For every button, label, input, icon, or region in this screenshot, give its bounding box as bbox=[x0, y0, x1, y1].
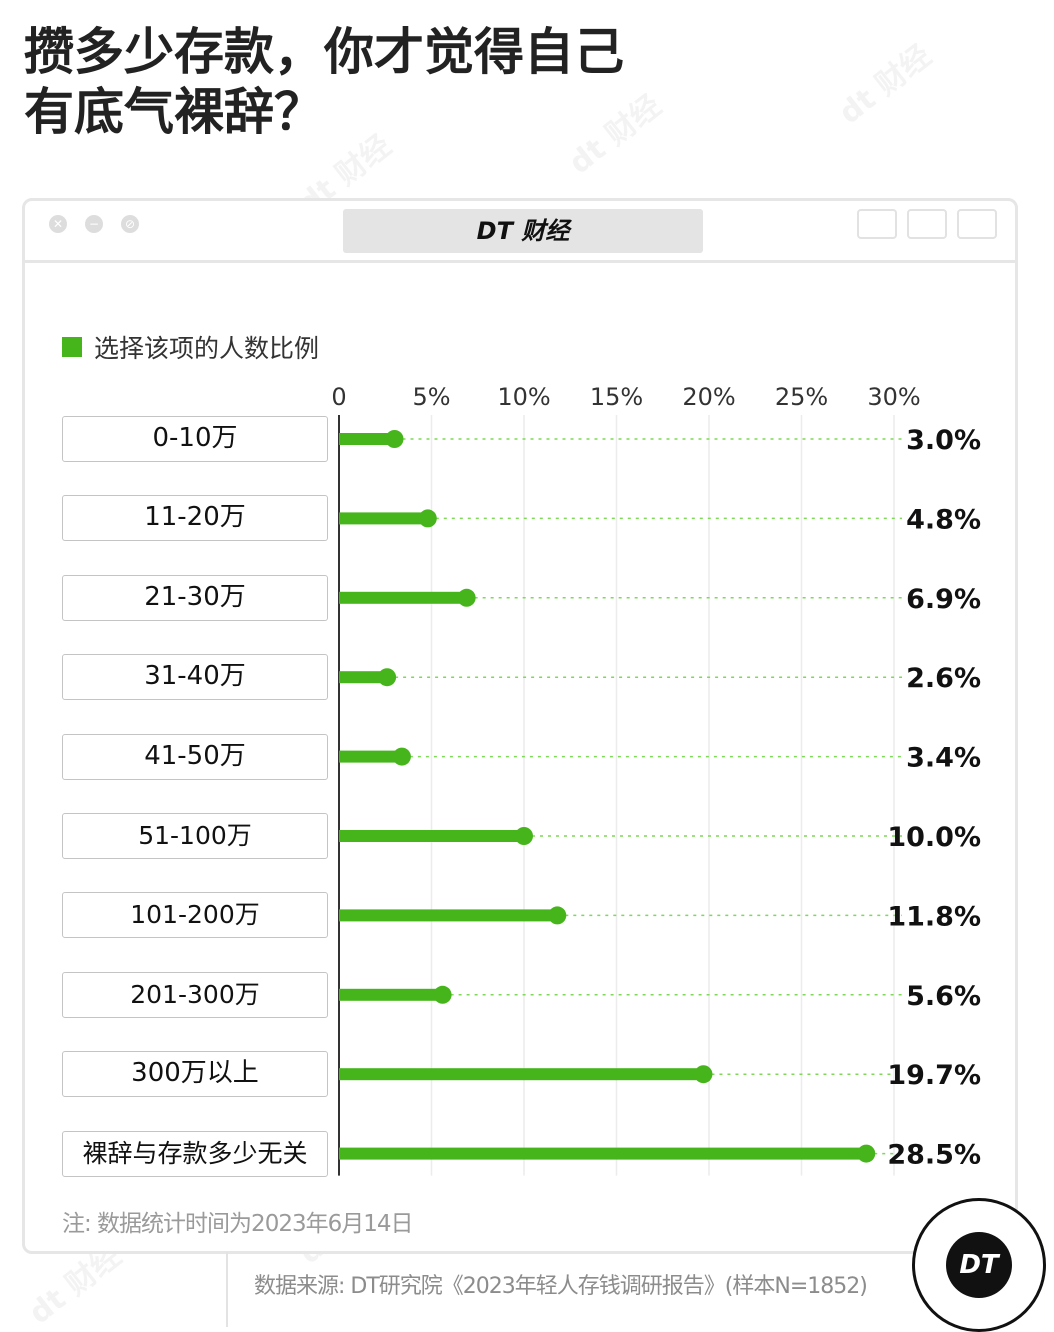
bar bbox=[339, 909, 558, 922]
x-tick-label: 15% bbox=[590, 383, 643, 411]
legend-label: 选择该项的人数比例 bbox=[94, 334, 320, 363]
close-icon[interactable]: ✕ bbox=[49, 215, 67, 233]
x-tick-label: 25% bbox=[775, 383, 828, 411]
category-label: 11-20万 bbox=[62, 495, 328, 542]
category-label: 300万以上 bbox=[62, 1051, 328, 1098]
category-label: 21-30万 bbox=[62, 574, 328, 621]
bar-end-dot bbox=[385, 430, 404, 448]
bar-end-dot bbox=[378, 668, 397, 687]
bar-end-dot bbox=[694, 1065, 713, 1084]
chart-legend: 选择该项的人数比例 bbox=[62, 332, 320, 363]
bar-end-dot bbox=[857, 1144, 876, 1163]
bar-end-dot bbox=[548, 906, 567, 925]
bar-end-dot bbox=[418, 509, 437, 528]
legend-swatch bbox=[62, 337, 82, 357]
category-label: 51-100万 bbox=[62, 813, 328, 859]
bar bbox=[339, 750, 402, 763]
category-label: 31-40万 bbox=[62, 654, 328, 701]
value-label: 19.7% bbox=[887, 1060, 981, 1091]
value-label: 3.0% bbox=[906, 425, 981, 456]
maximize-icon[interactable]: ⊘ bbox=[121, 215, 139, 233]
value-label: 4.8% bbox=[906, 504, 981, 535]
bar bbox=[339, 671, 388, 684]
bar-end-dot bbox=[457, 588, 476, 607]
category-label: 41-50万 bbox=[62, 733, 328, 780]
page-title: 攒多少存款，你才觉得自己 有底气裸辞？ bbox=[24, 22, 624, 142]
bar-end-dot bbox=[433, 985, 452, 1004]
title-line-2: 有底气裸辞？ bbox=[24, 83, 324, 141]
value-label: 11.8% bbox=[887, 901, 981, 932]
bar-end-dot bbox=[515, 827, 533, 845]
x-tick-label: 30% bbox=[867, 383, 920, 411]
value-label: 6.9% bbox=[906, 584, 981, 615]
x-tick-label: 10% bbox=[497, 383, 550, 411]
category-label: 0-10万 bbox=[62, 416, 328, 462]
chart-note: 注: 数据统计时间为2023年6月14日 bbox=[62, 1211, 413, 1237]
minimize-icon[interactable]: − bbox=[85, 215, 103, 233]
bar-end-dot bbox=[392, 747, 411, 766]
footer-tab bbox=[226, 1252, 946, 1327]
category-label: 裸辞与存款多少无关 bbox=[62, 1130, 328, 1177]
x-tick-label: 20% bbox=[682, 383, 735, 411]
value-label: 28.5% bbox=[887, 1140, 981, 1171]
dt-logo: DT bbox=[946, 1232, 1012, 1298]
share-icon[interactable] bbox=[907, 209, 947, 239]
value-label: 2.6% bbox=[906, 663, 981, 694]
record-icon[interactable] bbox=[857, 209, 897, 239]
bar bbox=[339, 1068, 704, 1081]
data-source: 数据来源: DT研究院《2023年轻人存钱调研报告》(样本N=1852) bbox=[254, 1274, 868, 1299]
bar bbox=[339, 433, 395, 445]
value-label: 10.0% bbox=[887, 822, 981, 853]
category-label: 101-200万 bbox=[62, 892, 328, 939]
x-tick-label: 5% bbox=[412, 383, 450, 411]
bar bbox=[339, 1147, 867, 1160]
bar bbox=[339, 988, 443, 1001]
window-titlebar: ✕ − ⊘ DT 财经 bbox=[25, 201, 1015, 263]
bar bbox=[339, 512, 428, 525]
brand-bar: DT 财经 bbox=[343, 209, 703, 253]
value-label: 5.6% bbox=[906, 981, 981, 1012]
x-tick-label: 0 bbox=[331, 383, 346, 411]
window-copy-icon[interactable] bbox=[957, 209, 997, 239]
bar bbox=[339, 591, 467, 604]
value-label: 3.4% bbox=[906, 743, 981, 774]
title-line-1: 攒多少存款，你才觉得自己 bbox=[24, 23, 624, 81]
category-label: 201-300万 bbox=[62, 971, 328, 1018]
bar bbox=[339, 830, 524, 842]
